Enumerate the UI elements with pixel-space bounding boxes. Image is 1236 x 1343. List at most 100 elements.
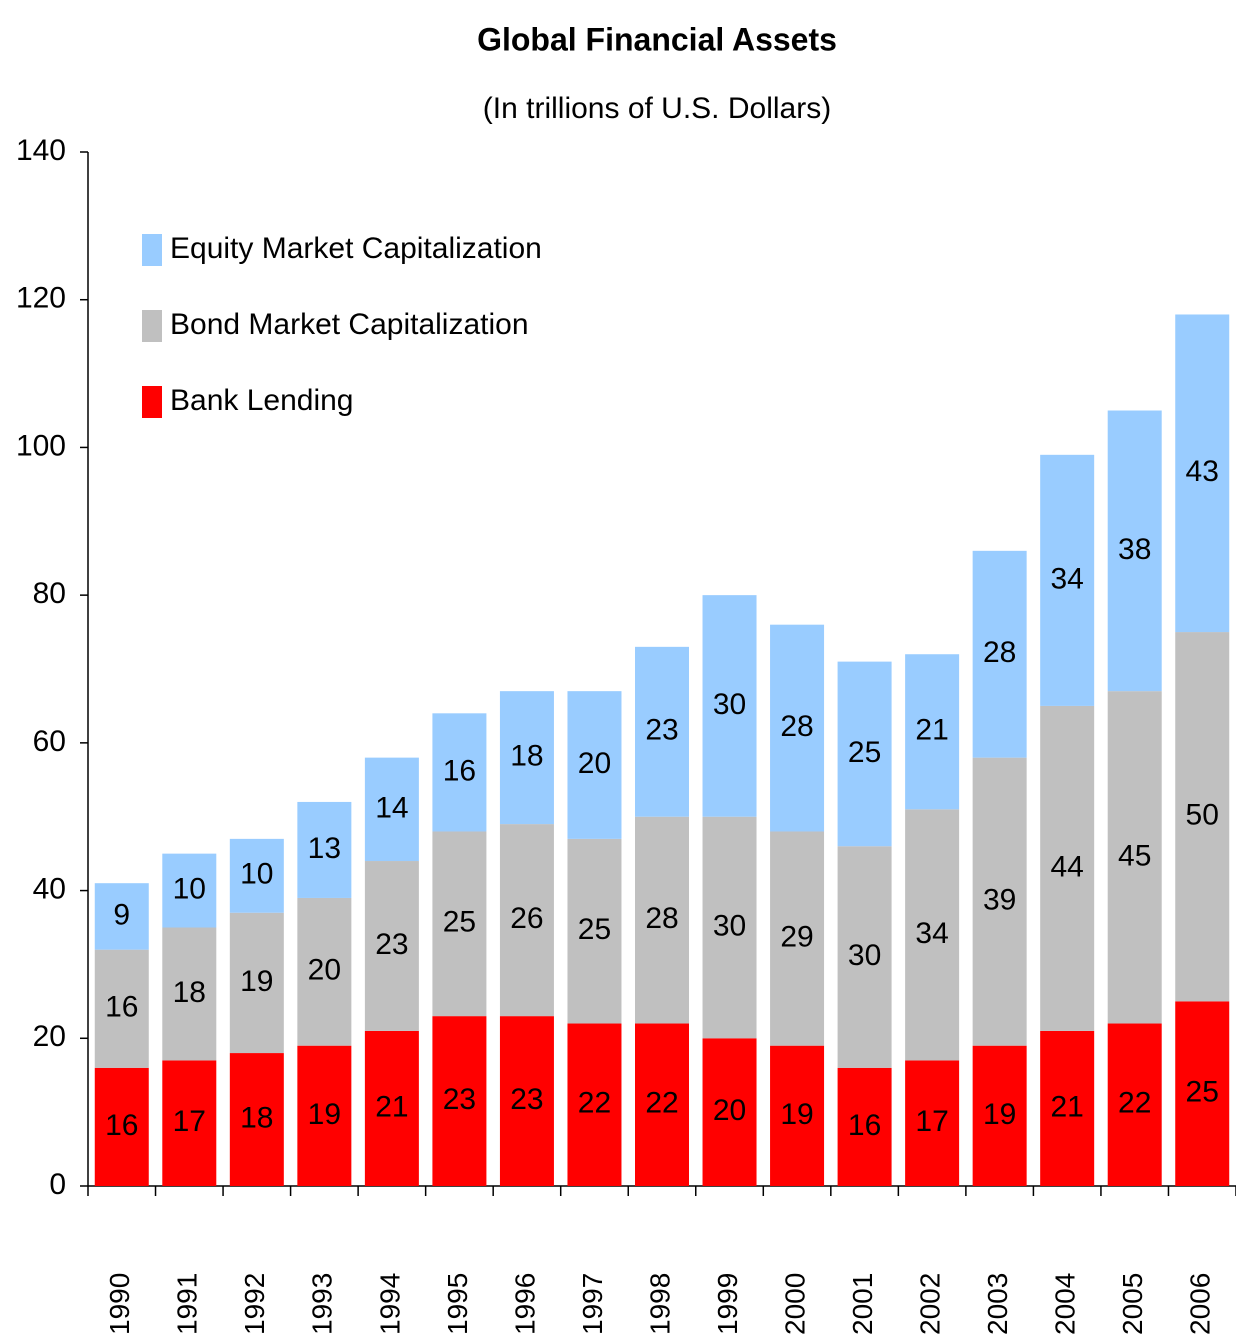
bar-segment	[162, 927, 217, 1061]
data-label: 23	[645, 714, 678, 747]
data-label: 20	[308, 954, 341, 987]
x-tick-label: 2006	[1185, 1273, 1216, 1335]
data-label: 13	[308, 832, 341, 865]
data-label: 19	[780, 1098, 813, 1131]
bar-segment	[972, 550, 1027, 758]
bar-segment	[702, 816, 757, 1039]
x-tick-label: 2001	[847, 1273, 878, 1335]
x-tick-label: 1997	[577, 1273, 608, 1335]
bar-segment	[297, 1045, 352, 1186]
legend-swatch	[142, 310, 162, 342]
bar-segment	[972, 1045, 1027, 1186]
data-label: 18	[173, 976, 206, 1009]
bar-segment	[1107, 691, 1162, 1024]
data-label: 34	[915, 917, 948, 950]
bar-segment	[905, 654, 960, 810]
legend-label: Bond Market Capitalization	[170, 308, 529, 341]
bar-segment	[1175, 632, 1230, 1002]
data-label: 50	[1186, 799, 1219, 832]
data-label: 14	[375, 791, 408, 824]
y-tick-label: 100	[16, 429, 66, 462]
data-label: 17	[915, 1105, 948, 1138]
x-tick-label: 2002	[915, 1273, 946, 1335]
data-label: 34	[1050, 562, 1083, 595]
data-label: 25	[848, 736, 881, 769]
data-label: 30	[848, 939, 881, 972]
bar-segment	[94, 1067, 149, 1186]
legend-label: Bank Lending	[170, 384, 354, 417]
bar-segment	[162, 853, 217, 928]
data-label: 23	[443, 1083, 476, 1116]
y-tick-label: 20	[33, 1020, 66, 1053]
bar-segment	[229, 838, 284, 913]
data-label: 19	[983, 1098, 1016, 1131]
x-tick-label: 1994	[374, 1273, 405, 1335]
data-label: 20	[578, 747, 611, 780]
data-label: 16	[443, 754, 476, 787]
bar-segment	[499, 824, 554, 1017]
y-tick-label: 80	[33, 577, 66, 610]
bar-segment	[567, 691, 622, 839]
data-label: 23	[375, 928, 408, 961]
y-tick-label: 140	[16, 134, 66, 167]
x-tick-label: 1991	[172, 1273, 203, 1335]
bar-segment	[297, 801, 352, 898]
data-label: 18	[240, 1101, 273, 1134]
data-label: 16	[848, 1109, 881, 1142]
data-label: 25	[443, 906, 476, 939]
y-tick-label: 40	[33, 872, 66, 905]
data-label: 10	[240, 858, 273, 891]
bar-segment	[364, 757, 419, 862]
bar-segment	[364, 1030, 419, 1186]
data-label: 21	[375, 1090, 408, 1123]
x-tick-label: 1996	[509, 1273, 540, 1335]
x-tick-label: 2000	[779, 1273, 810, 1335]
bar-segment	[905, 1060, 960, 1186]
data-label: 39	[983, 884, 1016, 917]
x-tick-label: 1998	[644, 1273, 675, 1335]
data-label: 26	[510, 902, 543, 935]
chart-subtitle: (In trillions of U.S. Dollars)	[483, 92, 831, 125]
x-tick-label: 1993	[307, 1273, 338, 1335]
data-label: 28	[780, 710, 813, 743]
bar-segment	[837, 1067, 892, 1186]
x-tick-label: 2003	[982, 1273, 1013, 1335]
bar-segment	[1175, 314, 1230, 633]
legend-label: Equity Market Capitalization	[170, 232, 542, 265]
data-label: 19	[240, 965, 273, 998]
data-label: 38	[1118, 533, 1151, 566]
x-tick-label: 2004	[1050, 1273, 1081, 1335]
bar-segment	[297, 897, 352, 1046]
bar-segment	[635, 816, 689, 1024]
data-label: 43	[1186, 455, 1219, 488]
bar-segment	[770, 1045, 825, 1186]
x-tick-label: 1995	[442, 1273, 473, 1335]
x-tick-label: 2005	[1117, 1273, 1148, 1335]
data-label: 20	[713, 1094, 746, 1127]
data-label: 30	[713, 909, 746, 942]
bar-segment	[162, 1060, 217, 1186]
bar-segment	[837, 661, 892, 847]
y-tick-label: 0	[49, 1168, 66, 1201]
bar-segment	[229, 912, 284, 1054]
bar-segment	[1040, 1030, 1095, 1186]
bar-segment	[229, 1053, 284, 1186]
data-label: 30	[713, 688, 746, 721]
data-label: 22	[645, 1087, 678, 1120]
x-tick-label: 1992	[239, 1273, 270, 1335]
data-label: 29	[780, 921, 813, 954]
data-label: 18	[510, 740, 543, 773]
data-label: 16	[105, 991, 138, 1024]
bar-segment	[770, 831, 825, 1046]
bar-segment	[1107, 410, 1162, 692]
legend-swatch	[142, 386, 162, 418]
bar-segment	[432, 1016, 487, 1186]
data-label: 22	[1118, 1087, 1151, 1120]
bar-segment	[1107, 1023, 1162, 1186]
bar-segment	[905, 809, 960, 1061]
data-label: 25	[578, 913, 611, 946]
bar-segment	[770, 624, 825, 832]
x-tick-label: 1990	[104, 1273, 135, 1335]
y-tick-label: 120	[16, 282, 66, 315]
